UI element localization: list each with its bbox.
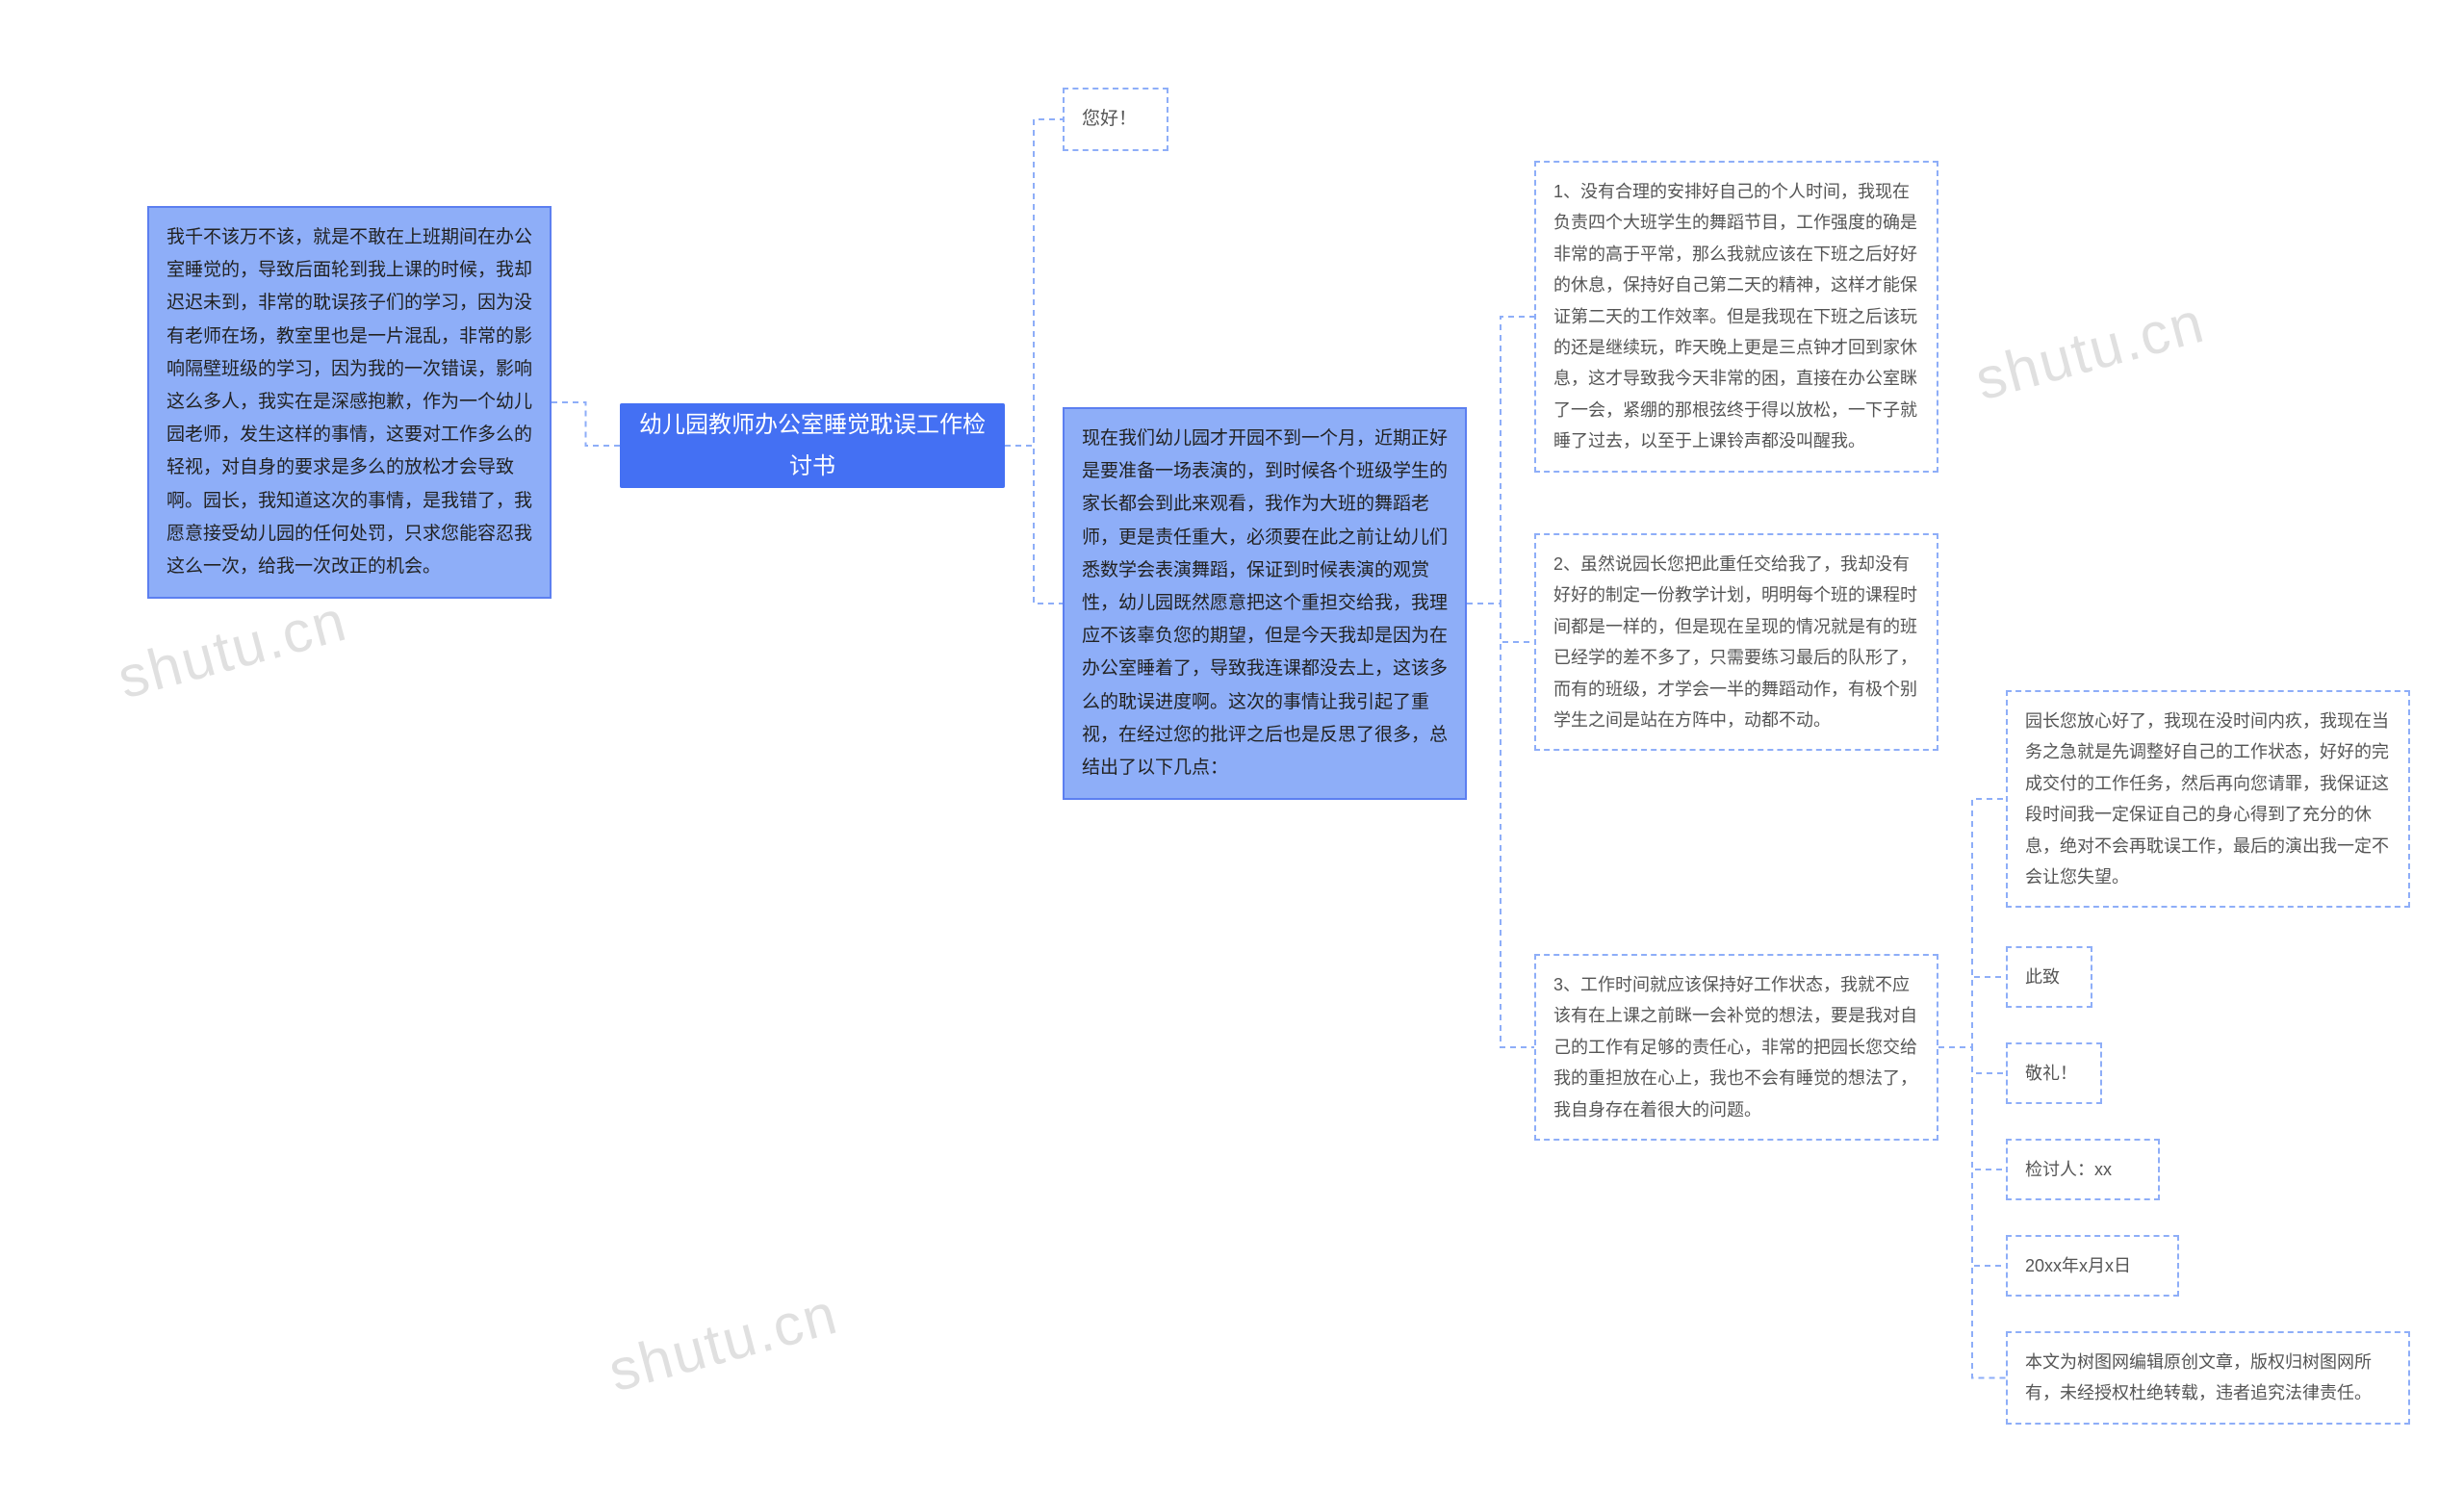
context-node: 现在我们幼儿园才开园不到一个月，近期正好是要准备一场表演的，到时候各个班级学生的… [1063,407,1467,800]
connector [1467,604,1534,642]
left-apology-node: 我千不该万不该，就是不敢在上班期间在办公室睡觉的，导致后面轮到我上课的时候，我却… [147,206,552,599]
copyright-node: 本文为树图网编辑原创文章，版权归树图网所有，未经授权杜绝转载，违者追究法律责任。 [2006,1331,2410,1425]
connector [1467,317,1534,604]
point-2-node: 2、虽然说园长您把此重任交给我了，我却没有好好的制定一份教学计划，明明每个班的课… [1534,533,1938,751]
point-3-node: 3、工作时间就应该保持好工作状态，我就不应该有在上课之前眯一会补觉的想法，要是我… [1534,954,1938,1141]
connector [552,402,620,446]
watermark: shutu.cn [1968,289,2211,413]
connector [1005,119,1063,446]
connector [1938,977,2006,1047]
jingli-node: 敬礼！ [2006,1042,2102,1104]
connector [1938,1047,2006,1266]
connector [1938,1047,2006,1073]
point-1-node: 1、没有合理的安排好自己的个人时间，我现在负责四个大班学生的舞蹈节目，工作强度的… [1534,161,1938,473]
greeting-node: 您好！ [1063,88,1168,151]
connector [1938,1047,2006,1170]
cizhi-node: 此致 [2006,946,2092,1008]
connector [1005,446,1063,604]
center-node: 幼儿园教师办公室睡觉耽误工作检讨书 [620,403,1005,488]
connector [1467,604,1534,1047]
date-node: 20xx年x月x日 [2006,1235,2179,1297]
watermark: shutu.cn [602,1280,844,1404]
resolve-node: 园长您放心好了，我现在没时间内疚，我现在当务之急就是先调整好自己的工作状态，好好… [2006,690,2410,908]
watermark: shutu.cn [111,587,353,711]
signer-node: 检讨人：xx [2006,1139,2160,1200]
connector [1938,799,2006,1047]
connector [1938,1047,2006,1378]
